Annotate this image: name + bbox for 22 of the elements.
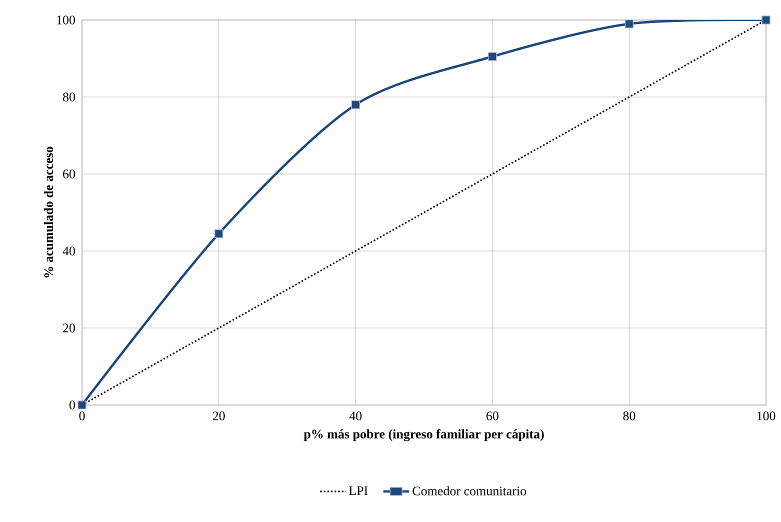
x-tick-label: 80 xyxy=(623,412,636,420)
legend-label: LPI xyxy=(349,486,368,495)
x-tick-label: 100 xyxy=(757,412,776,420)
x-tick-label: 60 xyxy=(486,412,498,420)
y-tick-label: 60 xyxy=(63,170,75,178)
y-tick-label: 80 xyxy=(62,92,75,102)
x-tick-label: 40 xyxy=(349,412,362,420)
point xyxy=(214,229,224,238)
point xyxy=(78,400,86,410)
legend-label: Comedor comunitario xyxy=(412,486,526,496)
x-axis-title: p% más pobre (ingreso familiar per cápita) xyxy=(304,429,544,442)
y-tick-label: 40 xyxy=(62,246,75,256)
y-tick-label: 100 xyxy=(57,16,75,24)
y-tick-label: 20 xyxy=(63,324,75,332)
y-axis-title: % acumulado de acceso xyxy=(44,146,54,278)
x-tick-label: 20 xyxy=(212,412,225,420)
point xyxy=(488,52,497,61)
point xyxy=(624,19,634,28)
point xyxy=(762,16,770,24)
y-tick-label: 0 xyxy=(69,400,75,410)
x-tick-label: 0 xyxy=(79,412,85,420)
point xyxy=(351,100,360,110)
